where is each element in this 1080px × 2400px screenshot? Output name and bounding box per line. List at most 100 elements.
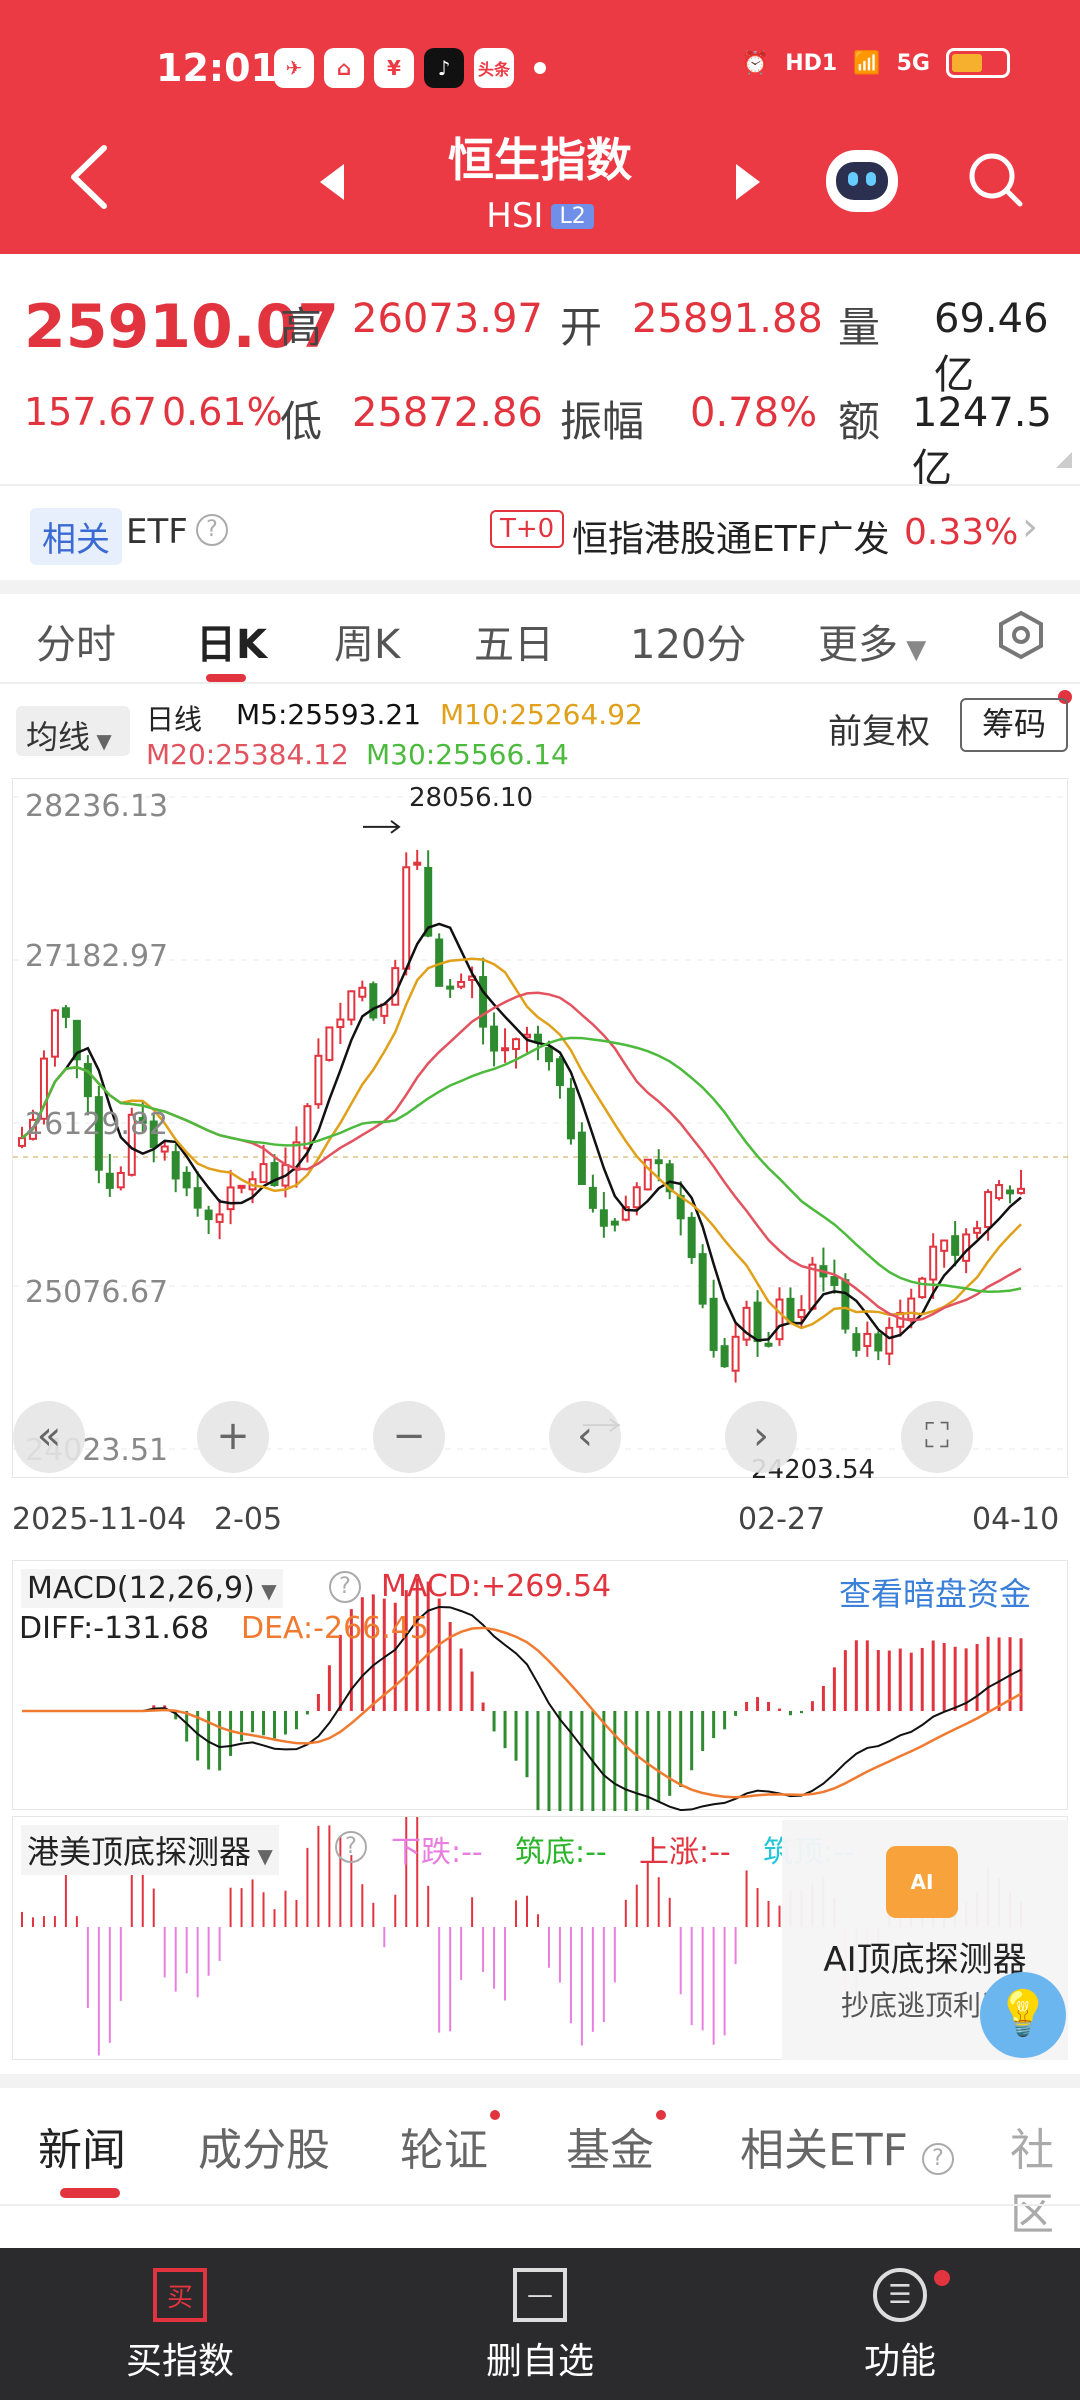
candle-body: [588, 1186, 597, 1209]
tab-intraday[interactable]: 分时: [36, 622, 116, 668]
macd-select[interactable]: MACD(12,26,9) ▼: [21, 1569, 283, 1608]
amplitude-value: 0.78%: [690, 390, 818, 436]
m10-value: M10:25264.92: [440, 698, 643, 731]
candle-body: [984, 1191, 993, 1229]
prev-index-icon[interactable]: [320, 164, 344, 200]
expand-corner-icon[interactable]: [1056, 452, 1072, 468]
candle-body: [215, 1213, 224, 1223]
zoom-out-icon[interactable]: −: [373, 1401, 445, 1473]
candle-body: [61, 1007, 70, 1018]
candle-body: [1006, 1189, 1015, 1195]
candle-body: [402, 866, 411, 970]
battery-icon: [946, 48, 1010, 78]
search-icon[interactable]: [966, 150, 1026, 210]
etf-help-icon[interactable]: ?: [196, 514, 228, 546]
detector-select[interactable]: 港美顶底探测器 ▼: [21, 1825, 279, 1875]
ai-chart-icon: AI: [886, 1846, 958, 1918]
dark-pool-link[interactable]: 查看暗盘资金: [839, 1575, 1032, 1613]
ma10-line: [21, 957, 1022, 1330]
functions-button[interactable]: ☰ 功能: [720, 2248, 1080, 2400]
tab-daily-k[interactable]: 日K: [196, 622, 267, 668]
scroll-right-icon[interactable]: ›: [725, 1401, 797, 1473]
dropdown-icon: ▼: [90, 729, 112, 753]
settings-hex-icon[interactable]: [996, 610, 1046, 660]
kline-chart[interactable]: 28236.13 27182.97 26129.82 25076.67 2402…: [12, 778, 1069, 1485]
y-tick-label: 26129.82: [25, 1107, 169, 1142]
candle-body: [808, 1263, 817, 1310]
tab-constituents[interactable]: 成分股: [198, 2125, 330, 2176]
candle-body: [709, 1297, 718, 1351]
ma5-line: [21, 922, 1022, 1342]
x-date-label: 04-10: [972, 1502, 1060, 1537]
candle-body: [753, 1301, 762, 1342]
candle-body: [698, 1253, 707, 1305]
candle-body: [479, 976, 488, 1028]
m30-value: M30:25566.14: [366, 738, 569, 771]
tab-weekly-k[interactable]: 周K: [334, 622, 401, 668]
tab-five-day[interactable]: 五日: [474, 622, 554, 668]
functions-label: 功能: [863, 2341, 936, 2382]
top-bottom-detector-chart[interactable]: 港美顶底探测器 ▼ ? 下跌:-- 筑底:-- 上涨:-- 筑顶:--: [12, 1787, 1068, 2060]
tab-more-label: 更多: [818, 622, 898, 668]
volume-label: 量: [838, 303, 881, 352]
candle-body: [555, 1058, 564, 1087]
candle-body: [369, 983, 378, 1019]
detector-help-icon[interactable]: ?: [335, 1831, 367, 1863]
scroll-left-icon[interactable]: ‹: [549, 1401, 621, 1473]
lightbulb-icon[interactable]: 💡: [980, 1972, 1066, 2058]
amount-label: 额: [838, 397, 881, 446]
macd-chart[interactable]: MACD(12,26,9) ▼ ? MACD:+269.54 查看暗盘资金 DI…: [12, 1560, 1068, 1868]
remove-watchlist-button[interactable]: — 删自选: [360, 2248, 720, 2400]
macd-value: MACD:+269.54: [381, 1569, 612, 1604]
signal-icon: 5G: [896, 50, 930, 76]
candle-body: [973, 1227, 982, 1234]
scroll-left-fast-icon[interactable]: «: [13, 1401, 85, 1473]
macd-help-icon[interactable]: ?: [329, 1571, 361, 1603]
index-code-text: HSI: [486, 196, 544, 236]
divider: [0, 682, 1080, 684]
related-tag: 相关: [30, 508, 122, 565]
etf-name[interactable]: 恒指港股通ETF广发: [572, 519, 890, 560]
candle-body: [544, 1047, 553, 1063]
max-arrow-head: [390, 820, 401, 834]
detector-bottom: 筑底:--: [515, 1835, 607, 1870]
bottom-action-bar: 买 买指数 — 删自选 ☰ 功能: [0, 2248, 1080, 2400]
next-index-icon[interactable]: [736, 164, 760, 200]
app-header: 12:01 ✈ ⌂ ¥ ♪ 头条 ⏰ HD1 📶 5G 恒生指数 HSI L2: [0, 0, 1080, 254]
notification-dot: [934, 2270, 950, 2286]
candle-body: [138, 1117, 147, 1124]
candle-body: [94, 1096, 103, 1171]
candle-body: [632, 1186, 641, 1209]
candle-body: [160, 1145, 169, 1153]
section-gap: [0, 580, 1080, 594]
tab-funds[interactable]: 基金: [566, 2125, 654, 2176]
candle-body: [621, 1206, 630, 1221]
zoom-in-icon[interactable]: +: [197, 1401, 269, 1473]
candle-body: [863, 1332, 872, 1347]
ai-detector-promo[interactable]: AI AI顶底探测器 抄底逃顶利器: [782, 1820, 1068, 2060]
back-arrow-icon[interactable]: [64, 142, 114, 212]
max-marker-label: 28056.10: [409, 783, 534, 813]
ma-select[interactable]: 均线 ▼: [16, 706, 130, 756]
tab-related-etf[interactable]: 相关ETF ?: [740, 2114, 954, 2178]
remove-watchlist-label: 删自选: [485, 2341, 594, 2382]
chip-button[interactable]: 筹码: [960, 698, 1068, 752]
candle-body: [226, 1186, 235, 1211]
bank-icon: ¥: [374, 48, 414, 88]
adjust-label[interactable]: 前复权: [828, 712, 930, 752]
tab-news[interactable]: 新闻: [38, 2125, 126, 2176]
buy-index-button[interactable]: 买 买指数: [0, 2248, 360, 2400]
candle-body: [1017, 1187, 1026, 1194]
wifi-icon: 📶: [853, 50, 881, 76]
chevron-right-icon[interactable]: ›: [1022, 504, 1038, 550]
fullscreen-icon[interactable]: ⛶: [901, 1401, 973, 1473]
tab-community[interactable]: 社区: [1010, 2125, 1054, 2240]
tab-more[interactable]: 更多 ▼: [818, 612, 926, 670]
candle-body: [654, 1159, 663, 1165]
tab-120min[interactable]: 120分: [630, 622, 747, 668]
tab-related-etf-label: 相关ETF: [740, 2125, 908, 2176]
candle-body: [687, 1216, 696, 1259]
tab-warrants[interactable]: 轮证: [400, 2125, 488, 2176]
y-tick-label: 25076.67: [25, 1275, 169, 1310]
robot-assistant-icon[interactable]: [826, 150, 898, 212]
